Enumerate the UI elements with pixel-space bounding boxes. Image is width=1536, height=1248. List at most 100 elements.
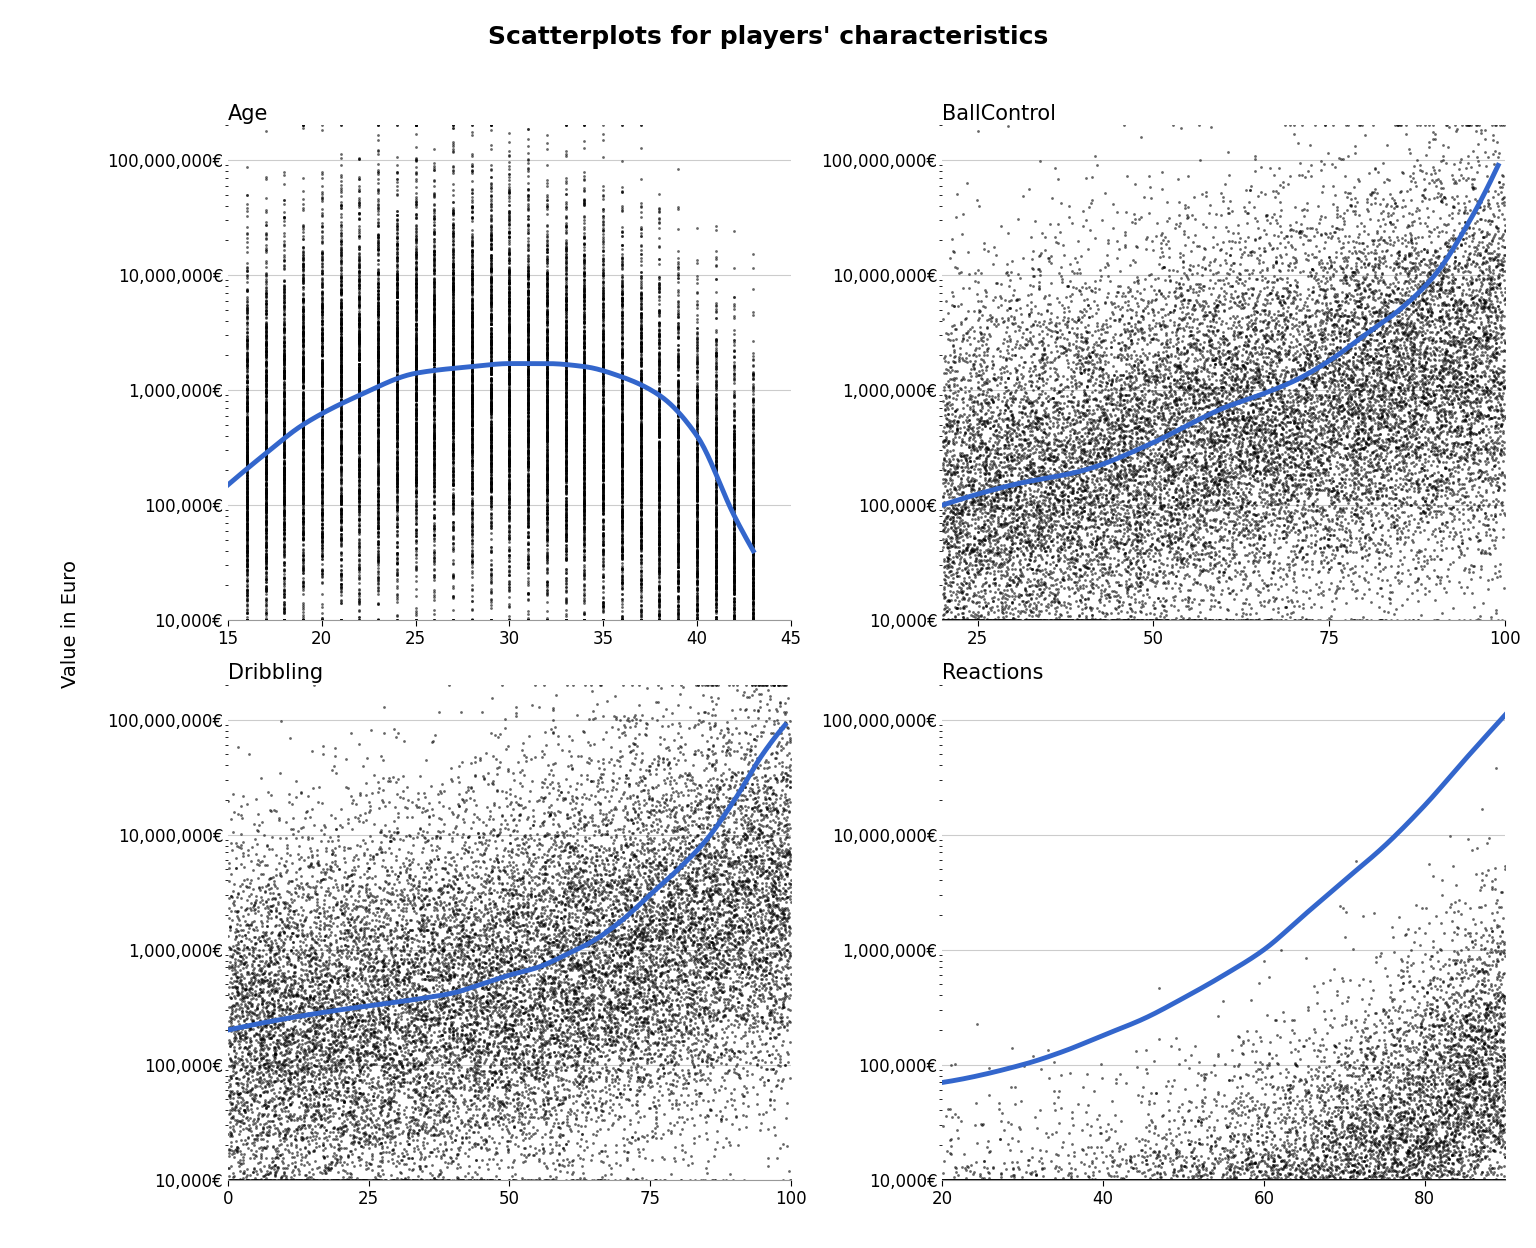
Point xyxy=(991,412,1015,432)
Point xyxy=(745,799,770,819)
Point xyxy=(235,610,260,630)
Point xyxy=(306,987,330,1007)
Point xyxy=(969,1169,994,1189)
Point xyxy=(610,379,634,399)
Point xyxy=(968,1169,992,1189)
Point xyxy=(628,530,653,550)
Point xyxy=(995,575,1020,595)
Point xyxy=(740,610,765,630)
Point xyxy=(1227,610,1252,630)
Point xyxy=(533,1077,558,1097)
Point xyxy=(1003,1169,1028,1189)
Point xyxy=(610,468,634,488)
Point xyxy=(1112,1169,1137,1189)
Point xyxy=(422,381,447,401)
Point xyxy=(1289,540,1313,560)
Point xyxy=(1442,285,1467,305)
Point xyxy=(733,879,757,899)
Point xyxy=(238,1060,263,1080)
Point xyxy=(1413,162,1438,182)
Point xyxy=(1210,322,1235,342)
Point xyxy=(960,468,985,488)
Point xyxy=(459,156,484,176)
Point xyxy=(740,563,765,583)
Point xyxy=(1147,479,1172,499)
Point xyxy=(478,426,502,446)
Point xyxy=(398,867,422,887)
Point xyxy=(441,429,465,449)
Point xyxy=(310,487,335,507)
Point xyxy=(568,800,593,820)
Point xyxy=(1229,1068,1253,1088)
Point xyxy=(958,610,983,630)
Point xyxy=(1009,1169,1034,1189)
Point xyxy=(1204,235,1229,255)
Point xyxy=(235,610,260,630)
Point xyxy=(1364,363,1389,383)
Point xyxy=(1155,444,1180,464)
Point xyxy=(1339,498,1364,518)
Point xyxy=(238,1098,263,1118)
Point xyxy=(366,382,390,402)
Point xyxy=(542,952,567,972)
Point xyxy=(1098,1169,1123,1189)
Point xyxy=(1014,1169,1038,1189)
Point xyxy=(1310,322,1335,342)
Point xyxy=(1336,1169,1361,1189)
Point xyxy=(1127,1169,1152,1189)
Point xyxy=(969,518,994,538)
Point xyxy=(588,1007,613,1027)
Point xyxy=(310,522,335,542)
Point xyxy=(366,261,390,281)
Point xyxy=(948,1169,972,1189)
Point xyxy=(1332,500,1356,520)
Point xyxy=(329,374,353,394)
Point xyxy=(535,392,559,412)
Point xyxy=(353,1128,378,1148)
Point xyxy=(1381,1169,1405,1189)
Point xyxy=(977,1169,1001,1189)
Point xyxy=(628,498,653,518)
Point xyxy=(1289,1168,1313,1188)
Point xyxy=(1349,349,1373,369)
Point xyxy=(740,498,765,518)
Point xyxy=(478,258,502,278)
Point xyxy=(1229,495,1253,515)
Point xyxy=(455,983,479,1003)
Point xyxy=(1084,1169,1109,1189)
Point xyxy=(685,794,710,814)
Point xyxy=(717,759,742,779)
Point xyxy=(714,1053,739,1073)
Point xyxy=(1195,1169,1220,1189)
Point xyxy=(1415,494,1439,514)
Point xyxy=(1092,463,1117,483)
Point xyxy=(1124,488,1149,508)
Point xyxy=(1201,378,1226,398)
Point xyxy=(1255,290,1279,310)
Point xyxy=(535,389,559,409)
Point xyxy=(516,575,541,595)
Point xyxy=(576,902,601,922)
Point xyxy=(1246,1157,1270,1177)
Point xyxy=(1063,1169,1087,1189)
Point xyxy=(1270,1169,1295,1189)
Point xyxy=(1347,1128,1372,1148)
Point xyxy=(1458,1169,1482,1189)
Point xyxy=(404,283,429,303)
Point xyxy=(1000,1169,1025,1189)
Point xyxy=(1387,1077,1412,1097)
Point xyxy=(554,1028,579,1048)
Point xyxy=(1358,538,1382,558)
Point xyxy=(415,1066,439,1086)
Point xyxy=(1120,532,1144,552)
Point xyxy=(235,600,260,620)
Point xyxy=(567,1036,591,1056)
Point xyxy=(997,1169,1021,1189)
Point xyxy=(1137,203,1161,223)
Point xyxy=(610,250,634,270)
Point xyxy=(384,401,409,421)
Point xyxy=(1349,1169,1373,1189)
Point xyxy=(634,718,659,738)
Point xyxy=(703,527,728,547)
Point xyxy=(421,1126,445,1146)
